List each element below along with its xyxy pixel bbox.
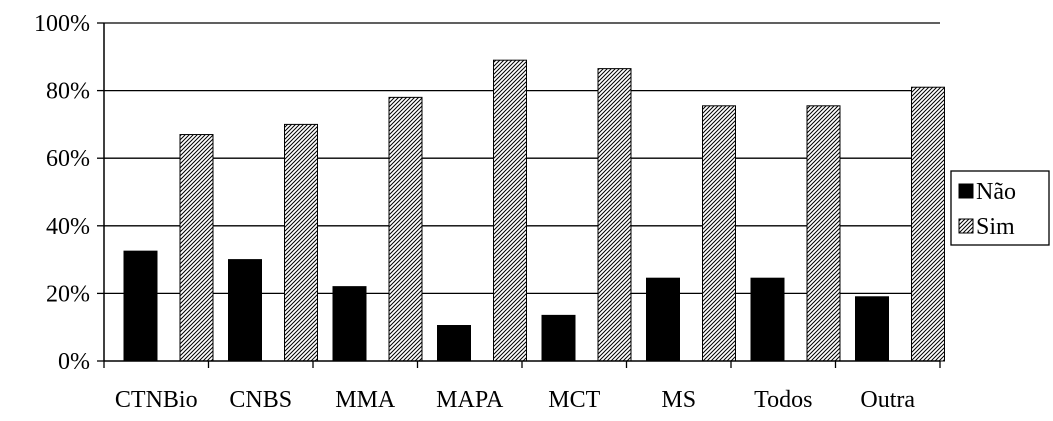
y-tick-label: 40% (46, 214, 90, 240)
bar-sim-mapa (493, 59, 527, 362)
x-category-label: Outra (860, 387, 915, 413)
bar-nao-mma (332, 286, 367, 362)
bar-nao-mct (541, 314, 576, 362)
legend-label-nao: Não (976, 179, 1016, 205)
axes (103, 23, 941, 368)
y-axis-ticks: 0% 20% 40% 60% 80% 100% (34, 11, 104, 375)
bar-sim-ms (702, 105, 736, 362)
x-category-label: CNBS (229, 387, 292, 413)
bar-nao-ms (646, 277, 680, 362)
bar-nao-ctnbio (123, 250, 158, 362)
legend-swatch-nao (958, 183, 974, 199)
y-tick-label: 100% (34, 11, 90, 37)
bar-sim-mct (597, 68, 632, 362)
bar-sim-mma (388, 96, 423, 362)
x-category-label: MAPA (436, 387, 504, 413)
y-tick-label: 0% (58, 349, 90, 375)
legend-label-sim: Sim (976, 214, 1015, 240)
x-category-label: MCT (548, 387, 600, 413)
legend-swatch-sim (958, 218, 974, 234)
legend: Não Sim (950, 170, 1050, 246)
y-tick-label: 20% (46, 281, 90, 307)
x-category-label: CTNBio (115, 387, 198, 413)
bar-nao-mapa (437, 325, 471, 362)
bar-sim-ctnbio (179, 134, 214, 362)
bar-nao-outra (855, 296, 889, 362)
y-tick-label: 60% (46, 146, 90, 172)
bar-sim-outra (911, 86, 945, 362)
x-category-label: MS (661, 387, 696, 413)
bar-nao-cnbs (228, 259, 262, 362)
bar-nao-todos (750, 277, 785, 362)
bar-sim-cnbs (284, 123, 318, 362)
bar-sim-todos (806, 105, 841, 362)
bars (123, 59, 945, 362)
x-category-label: MMA (335, 387, 396, 413)
x-category-label: Todos (754, 387, 812, 413)
y-tick-label: 80% (46, 79, 90, 105)
x-axis-labels: CTNBio CNBS MMA MAPA MCT MS Todos Outra (115, 387, 916, 413)
